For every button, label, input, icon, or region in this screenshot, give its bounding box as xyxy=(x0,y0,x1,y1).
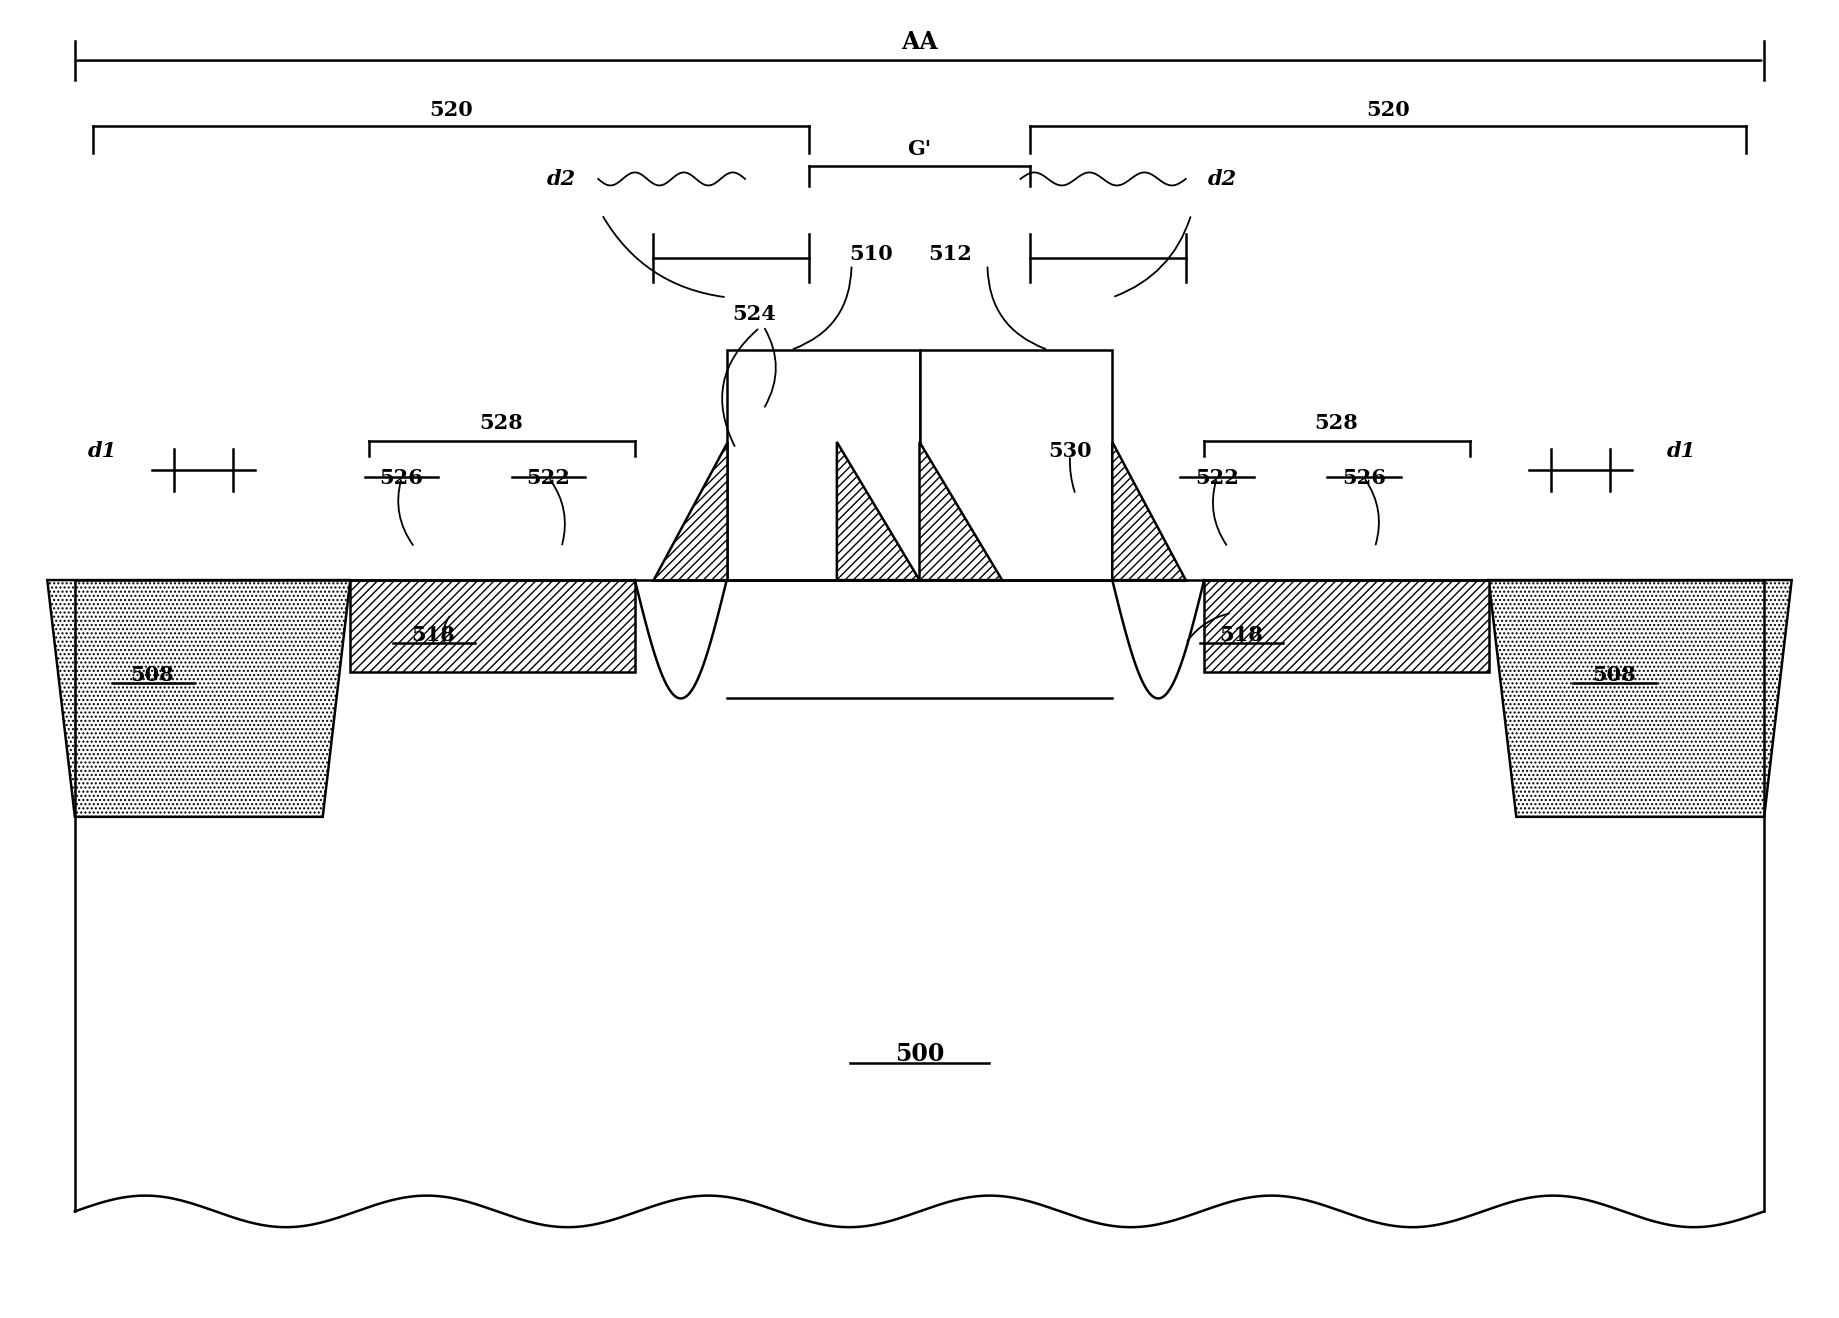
Polygon shape xyxy=(1113,442,1186,580)
Text: G': G' xyxy=(907,140,932,159)
Text: d2: d2 xyxy=(546,169,576,188)
Bar xyxy=(920,349,1113,580)
Polygon shape xyxy=(837,442,920,580)
Text: d2: d2 xyxy=(1208,169,1238,188)
Text: d1: d1 xyxy=(1666,442,1696,461)
Text: 518: 518 xyxy=(412,625,454,646)
Text: 528: 528 xyxy=(478,413,522,432)
Text: 530: 530 xyxy=(1048,442,1092,461)
Text: 518: 518 xyxy=(1219,625,1263,646)
Bar xyxy=(726,349,920,580)
Bar xyxy=(1205,580,1490,672)
Text: 520: 520 xyxy=(1366,100,1411,120)
Text: 508: 508 xyxy=(1593,664,1635,685)
Text: 500: 500 xyxy=(896,1041,943,1065)
Bar xyxy=(349,580,634,672)
Text: 522: 522 xyxy=(526,468,570,488)
Polygon shape xyxy=(920,442,1002,580)
Text: 510: 510 xyxy=(850,244,894,264)
Text: 526: 526 xyxy=(1342,468,1387,488)
Polygon shape xyxy=(1490,580,1791,817)
Text: AA: AA xyxy=(901,30,938,54)
Text: d1: d1 xyxy=(88,442,118,461)
Text: 524: 524 xyxy=(732,303,776,324)
Text: 528: 528 xyxy=(1315,413,1359,432)
Polygon shape xyxy=(653,442,726,580)
Text: 526: 526 xyxy=(379,468,423,488)
Text: 522: 522 xyxy=(1195,468,1239,488)
Text: 520: 520 xyxy=(428,100,473,120)
Text: 512: 512 xyxy=(929,244,973,264)
Polygon shape xyxy=(48,580,349,817)
Text: 508: 508 xyxy=(131,664,173,685)
